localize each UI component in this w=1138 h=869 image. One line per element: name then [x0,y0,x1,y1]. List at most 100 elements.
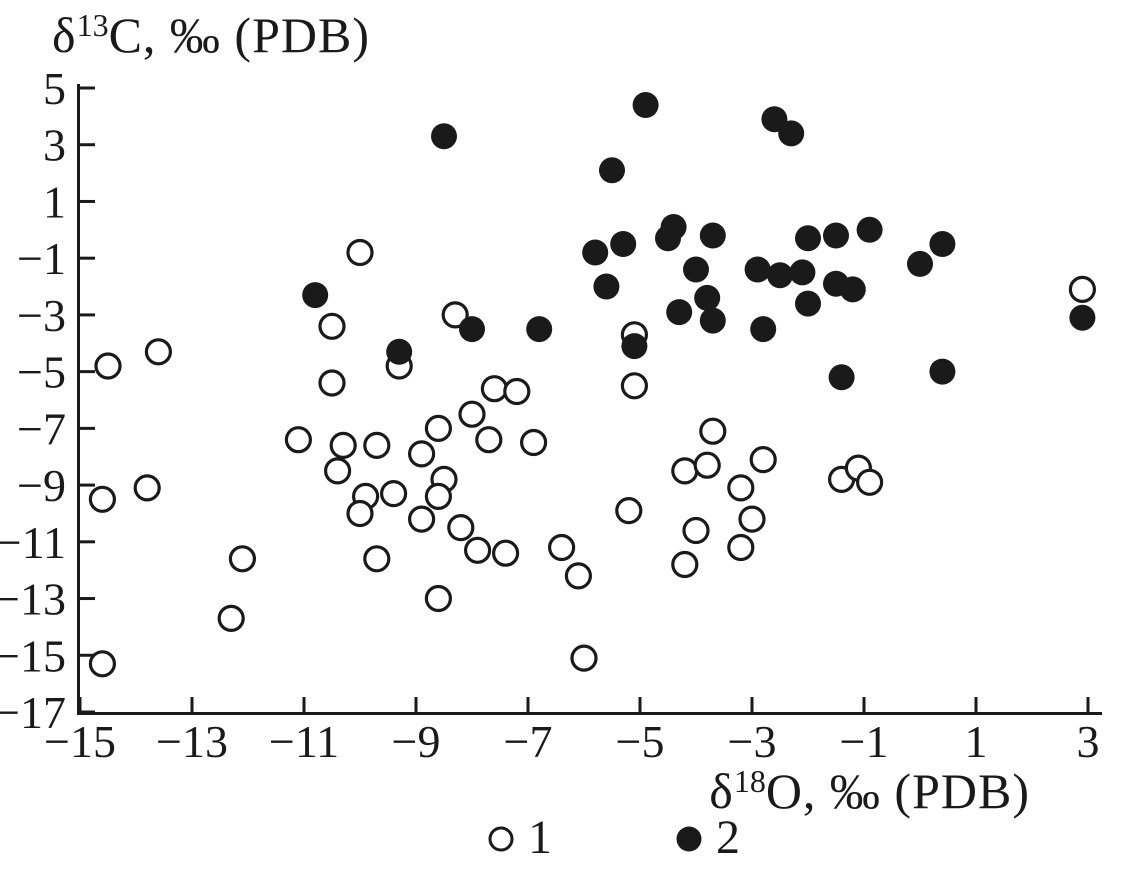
data-point-filled [526,316,553,343]
data-point-filled [683,256,709,283]
y-tick-label: −9 [17,460,66,511]
data-point-open [88,485,117,513]
axes-layer: −15 −13 −11 −9 −7 −5 −3 −1 1 3531−1−3−5−7−9−11−13… [0,63,1102,767]
data-point-open [458,400,486,428]
open-circle-marker-icon [488,826,514,852]
y-axis-title-superscript: 13 [76,7,109,43]
data-point-filled [431,123,457,150]
data-point-filled [599,157,625,184]
y-tick-label: 3 [43,120,66,171]
y-tick-label: −17 [0,687,66,738]
x-tick-label: −1 [840,716,889,767]
data-point-filled [750,316,777,343]
x-axis-title-delta: δ [709,763,734,819]
data-point-filled [610,231,637,257]
data-point-open [693,451,721,479]
y-tick-label: −1 [17,233,66,284]
x-tick-label: 1 [965,716,988,767]
data-point-filled [778,120,805,147]
points-layer [88,92,1097,678]
y-tick-label: −15 [0,630,66,681]
data-point-open [564,562,593,590]
data-point-open [329,431,357,459]
data-point-filled [839,276,866,303]
data-point-filled [1069,304,1096,331]
data-point-open [424,482,452,510]
legend: 1 2 [486,814,740,862]
data-point-filled [828,364,855,391]
data-point-open [570,644,598,672]
data-point-open [133,474,161,502]
data-point-filled [856,216,883,243]
data-point-open [464,536,492,564]
legend-label-2: 2 [716,811,740,864]
data-point-filled [929,231,956,257]
x-axis-title: δ18O, ‰ (PDB) [709,762,1030,820]
legend-item-series-2: 2 [674,814,740,862]
data-point-open [408,440,436,468]
x-tick-label: −11 [269,716,339,767]
data-point-filled [929,358,956,385]
data-point-filled [907,250,933,277]
data-point-open [519,428,548,457]
y-tick-label: −3 [17,290,66,341]
data-point-open [699,417,727,445]
data-point-filled [459,316,485,343]
data-point-open [88,650,117,678]
data-point-open [346,238,374,267]
data-point-open [1068,275,1097,303]
legend-item-series-1: 1 [486,814,552,862]
data-point-filled [699,222,726,249]
data-point-open [363,545,391,573]
data-point-open [682,516,710,545]
x-axis-title-superscript: 18 [733,763,766,799]
data-point-open [503,377,531,406]
data-point-filled [789,259,816,286]
data-point-filled [694,284,721,311]
data-point-open [615,497,643,525]
legend-label-1: 1 [528,811,552,864]
data-point-filled [302,282,329,309]
data-point-open [380,480,408,508]
y-axis-title-delta: δ [52,7,77,63]
data-point-filled [386,338,413,365]
data-point-open [727,533,755,562]
data-point-filled [621,333,648,360]
data-point-open [855,468,884,496]
data-point-filled [593,273,620,300]
data-point-open [318,369,346,397]
data-point-open [217,604,245,633]
y-tick-label: 1 [43,176,66,227]
data-point-open [94,352,122,380]
data-point-filled [795,225,821,252]
data-point-open [547,533,576,562]
data-point-open [363,431,391,459]
data-point-filled [666,299,693,326]
data-point-open [480,375,508,403]
data-point-open [727,474,755,502]
data-point-filled [632,92,659,118]
data-point-open [228,545,256,573]
data-point-open [441,301,469,329]
y-axis-title: δ13C, ‰ (PDB) [52,6,370,64]
data-point-open [447,513,475,542]
data-point-open [318,312,346,340]
data-point-open [284,426,312,454]
x-tick-label: −5 [616,716,665,767]
y-tick-label: −7 [17,403,66,454]
y-tick-label: 5 [43,63,66,114]
x-tick-label: −15 [44,716,116,767]
data-point-open [749,446,777,474]
data-point-filled [795,290,821,317]
x-tick-label: −13 [156,716,228,767]
x-axis-title-rest: O, ‰ (PDB) [765,763,1030,819]
y-tick-label: −13 [0,574,66,625]
data-point-open [424,414,452,442]
x-tick-label: −3 [728,716,777,767]
data-point-open [671,457,699,485]
data-point-open [475,426,503,454]
data-point-filled [744,256,771,283]
y-tick-label: −11 [0,517,66,568]
